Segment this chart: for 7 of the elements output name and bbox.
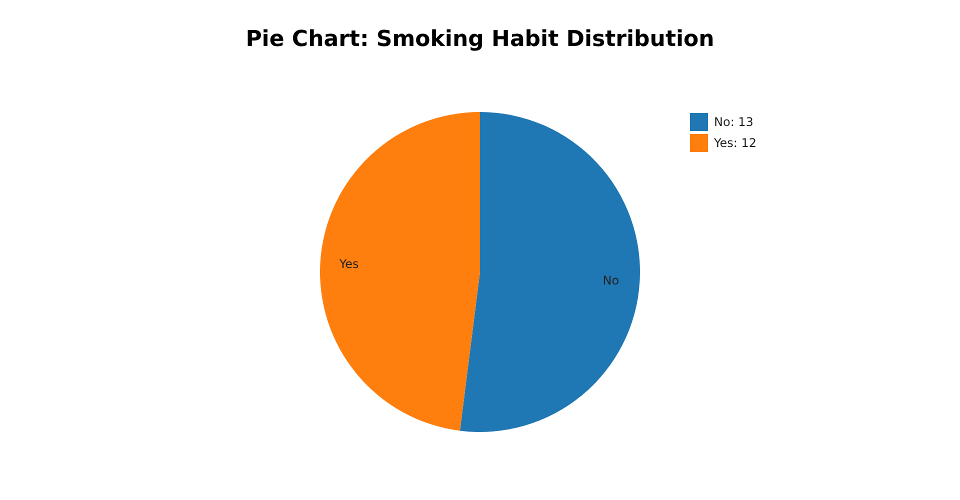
pie-slice (460, 112, 640, 432)
text: Yes (338, 256, 359, 271)
legend-label: Yes: 12 (713, 136, 756, 150)
legend-label: No: 13 (714, 115, 754, 130)
text: No (602, 273, 620, 288)
pie-slice (320, 112, 480, 431)
chart-title: Pie Chart: Smoking Habit Distribution (246, 27, 714, 52)
